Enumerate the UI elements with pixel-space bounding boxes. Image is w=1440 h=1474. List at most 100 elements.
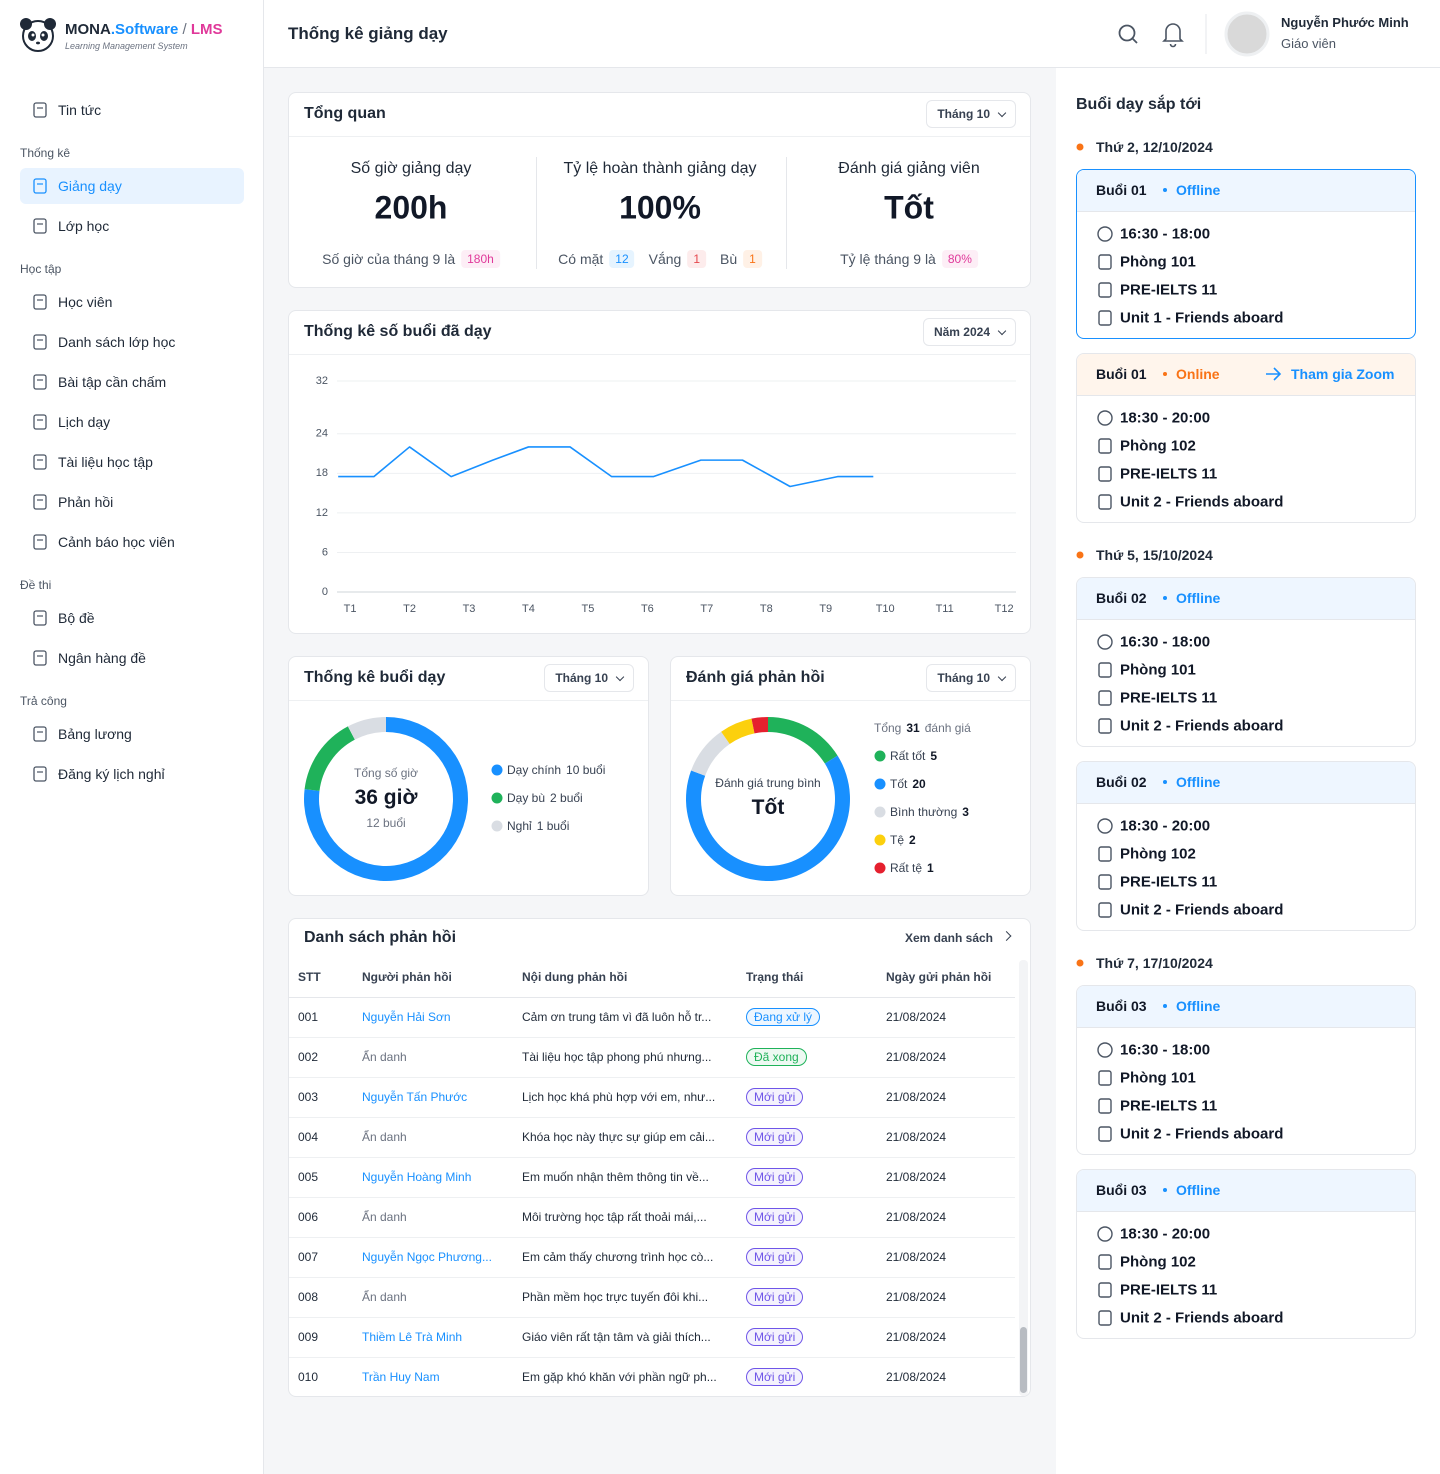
legend-label: Dạy chính	[507, 763, 562, 777]
column-header: Ngày gửi phản hồi	[886, 970, 992, 984]
cell-sender[interactable]: Nguyễn Ngọc Phương...	[362, 1250, 492, 1264]
cell-sender[interactable]: Ẩn danh	[362, 1290, 407, 1304]
stat-value: 200h	[374, 189, 448, 226]
status-pill: Mới gửi	[746, 1128, 804, 1146]
session-class: PRE-IELTS 11	[1120, 689, 1218, 707]
legend-entry: Tốt 20	[890, 777, 926, 791]
legend-value: 1	[927, 861, 934, 875]
session-header	[1077, 170, 1415, 212]
cell-sender[interactable]: Thiềm Lê Trà Minh	[362, 1330, 463, 1344]
row-divider	[289, 1237, 1015, 1238]
card-divider	[289, 700, 648, 701]
session-lesson: Unit 2 - Friends aboard	[1120, 493, 1284, 511]
status-pill: Đang xử lý	[746, 1008, 821, 1026]
session-header	[1077, 578, 1415, 620]
menu-item[interactable]: Bộ đề	[58, 610, 95, 626]
row-divider	[289, 1357, 1015, 1358]
status-pill: Mới gửi	[746, 1168, 804, 1186]
chevron	[615, 672, 625, 681]
legend-entry: Bình thường 3	[890, 805, 969, 819]
status-pill: Mới gửi	[746, 1088, 804, 1106]
stat-badge: 180h	[461, 250, 500, 268]
cell-date: 21/08/2024	[886, 1010, 947, 1024]
menu-group-label: Đề thi	[20, 578, 52, 592]
page-title: Thống kê giảng dạy	[288, 24, 448, 43]
legend-value: 3	[962, 805, 969, 819]
cell-sender[interactable]: Ẩn danh	[362, 1130, 407, 1144]
menu-group-label: Thống kê	[20, 146, 71, 160]
menu-item[interactable]: Danh sách lớp học	[58, 334, 176, 350]
menu-item[interactable]: Bảng lương	[58, 726, 132, 742]
cell-stt: 006	[298, 1210, 319, 1224]
cell-stt: 003	[298, 1090, 319, 1104]
dropdown-label: Tháng 10	[937, 671, 990, 685]
sidebar	[0, 0, 264, 1474]
card	[288, 310, 1031, 634]
row-divider	[289, 1157, 1015, 1158]
cell-sender[interactable]: Nguyễn Hải Sơn	[362, 1010, 451, 1024]
session-name: Buổi 03	[1096, 1182, 1147, 1198]
card-title: Thống kê số buổi đã dạy	[304, 323, 492, 340]
scroll-thumb[interactable]	[1020, 1327, 1027, 1393]
menu-item-active[interactable]	[20, 168, 244, 204]
upcoming-title: Buổi dạy sắp tới	[1076, 96, 1202, 113]
menu-group-label: Trả công	[20, 694, 67, 708]
menu-item[interactable]: Bài tập cần chấm	[58, 374, 167, 390]
view-all-link[interactable]: Xem danh sách	[904, 931, 993, 945]
cell-sender[interactable]: Nguyễn Hoàng Minh	[362, 1170, 472, 1184]
menu-item[interactable]: Tài liệu học tập	[58, 454, 153, 470]
legend-label: Dạy bù	[507, 791, 546, 805]
menu-item[interactable]: Phản hồi	[58, 494, 114, 510]
cell-sender[interactable]: Ẩn danh	[362, 1050, 407, 1064]
chip-label: Vắng	[648, 251, 682, 267]
dropdown[interactable]: Tháng 10	[926, 664, 1016, 692]
total-value: 31	[906, 721, 920, 735]
session-name: Buổi 01	[1096, 182, 1147, 198]
day-label: Thứ 5, 15/10/2024	[1096, 547, 1213, 563]
card-title: Đánh giá phản hồi	[686, 669, 825, 686]
dropdown[interactable]: Tháng 10	[544, 664, 634, 692]
cell-stt: 004	[298, 1130, 319, 1144]
stat-note: Số giờ của tháng 9 là 180h	[322, 250, 500, 268]
stat-note: Có mặt 12 Vắng 1 Bù 1	[558, 250, 762, 268]
cell-sender[interactable]: Trần Huy Nam	[362, 1370, 440, 1384]
donut-total: Tổng 31 đánh giá	[874, 721, 971, 735]
menu-item[interactable]: Lớp học	[58, 218, 110, 234]
card-title: Danh sách phản hồi	[304, 929, 457, 946]
legend-label: Bình thường	[890, 805, 958, 819]
cell-stt: 010	[298, 1370, 319, 1384]
donut-center-label: Đánh giá trung bình	[715, 776, 821, 790]
brand[interactable]: MONA.Software / LMS	[65, 21, 223, 38]
session-room: Phòng 101	[1120, 253, 1196, 271]
session-name: Buổi 01	[1096, 366, 1147, 382]
menu-item[interactable]: Ngân hàng đề	[58, 650, 146, 666]
legend-label: Nghỉ	[507, 819, 532, 833]
menu-item[interactable]: Cảnh báo học viên	[58, 534, 175, 550]
menu-item[interactable]: Giảng dạy	[58, 178, 122, 194]
status-pill: Mới gửi	[746, 1328, 804, 1346]
legend-value: 20	[912, 777, 926, 791]
dropdown[interactable]: Năm 2024	[922, 318, 1016, 346]
join-zoom[interactable]: Tham gia Zoom	[1291, 366, 1395, 382]
menu-item[interactable]: Lịch dạy	[58, 414, 111, 430]
cell-content: Lịch học khá phù hợp với em, như...	[522, 1090, 716, 1104]
menu-item[interactable]: Học viên	[58, 294, 113, 310]
legend-entry: Rất tốt 5	[890, 749, 937, 763]
stat-value: Tốt	[884, 189, 934, 226]
row-divider	[289, 1277, 1015, 1278]
menu-item[interactable]: Tin tức	[58, 102, 102, 118]
status-pill: Đã xong	[746, 1048, 807, 1066]
session-room: Phòng 101	[1120, 661, 1196, 679]
dropdown[interactable]: Tháng 10	[926, 100, 1016, 128]
cell-sender[interactable]: Nguyễn Tấn Phước	[362, 1090, 468, 1104]
column-header: Người phản hồi	[362, 970, 452, 984]
status-pill: Mới gửi	[746, 1248, 804, 1266]
cell-sender[interactable]: Ẩn danh	[362, 1210, 407, 1224]
card-divider	[671, 700, 1030, 701]
session-name: Buổi 03	[1096, 998, 1147, 1014]
user-name[interactable]: Nguyễn Phước Minh	[1281, 15, 1409, 30]
row-divider	[289, 1037, 1015, 1038]
menu-item[interactable]: Đăng ký lịch nghỉ	[58, 766, 165, 782]
total-suffix: đánh giá	[924, 721, 971, 735]
session-time: 18:30 - 20:00	[1120, 1225, 1211, 1243]
